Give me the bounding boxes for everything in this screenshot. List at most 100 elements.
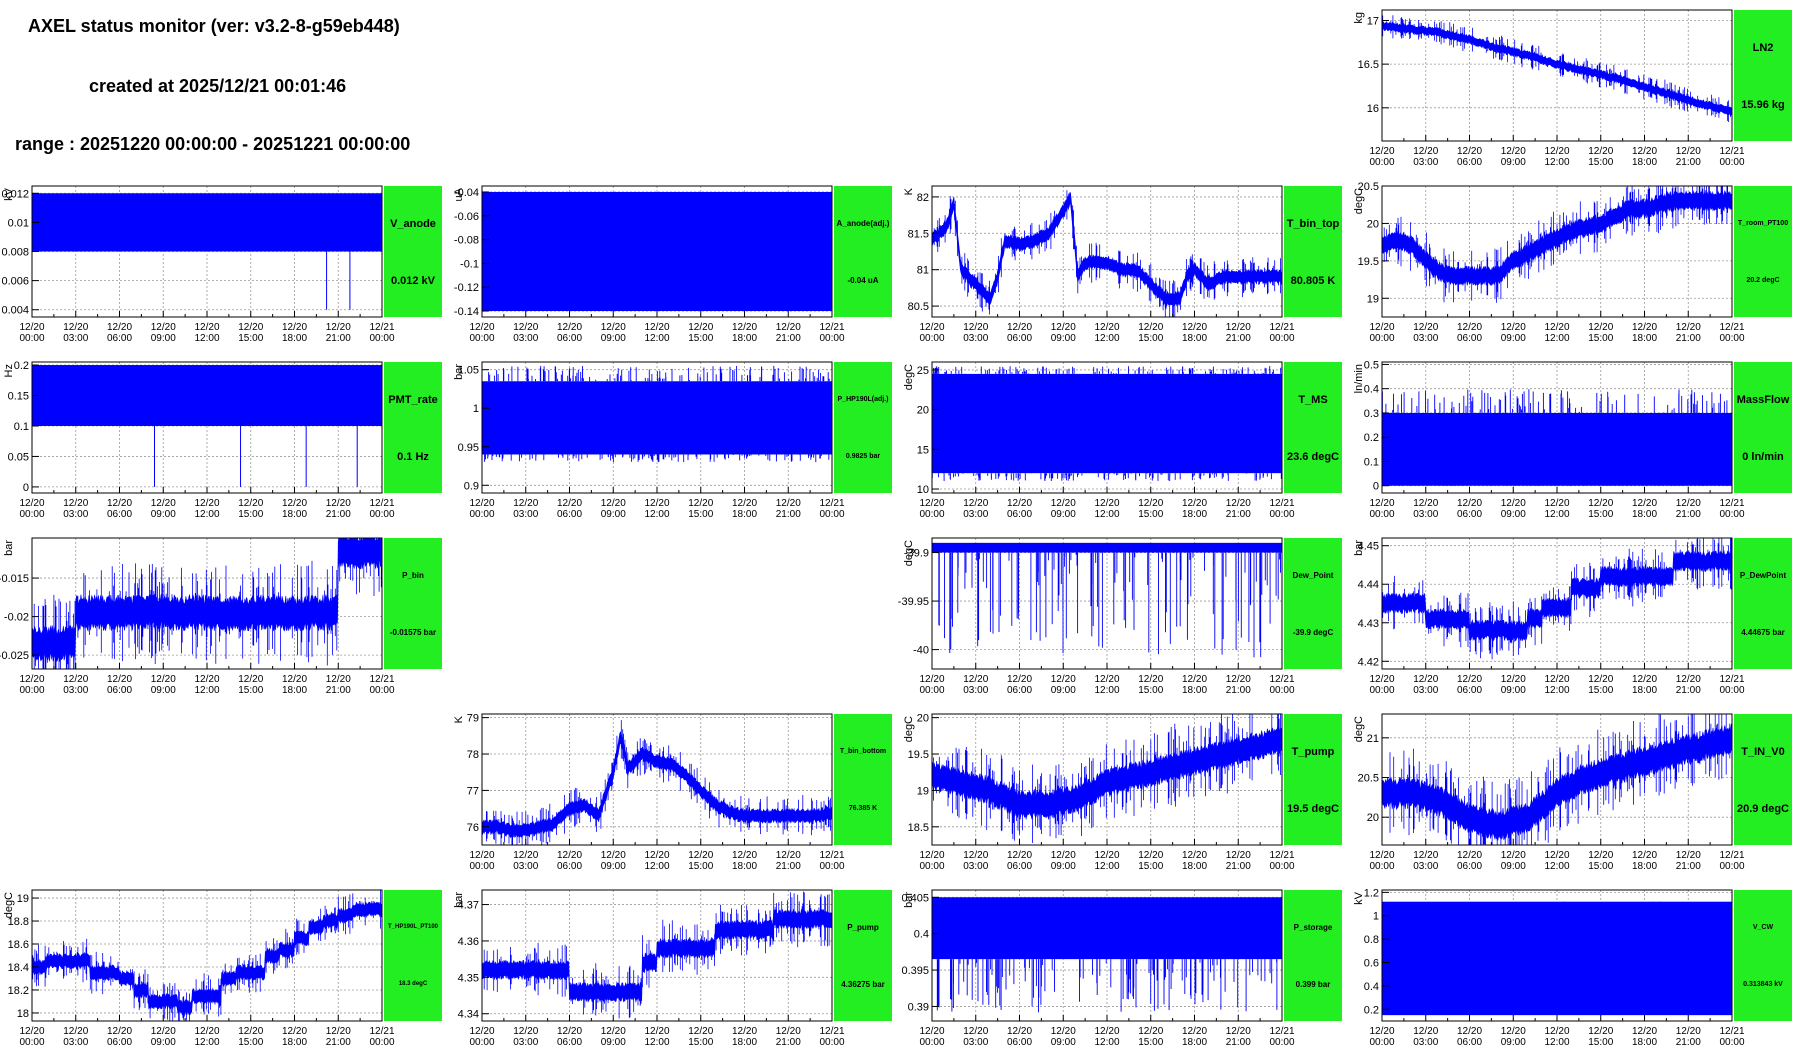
x-tick-date: 12/20 xyxy=(1007,850,1032,861)
x-tick-time: 06:00 xyxy=(557,861,582,872)
y-tick-label: 20 xyxy=(917,405,929,417)
x-tick-date: 12/20 xyxy=(107,322,132,333)
x-tick-time: 15:00 xyxy=(1138,685,1163,696)
x-tick-time: 09:00 xyxy=(1051,861,1076,872)
y-axis-label: degC xyxy=(1353,188,1365,214)
y-tick-label: 20 xyxy=(1367,218,1379,230)
badge-name: P_DewPoint xyxy=(1739,571,1787,580)
x-tick-time: 15:00 xyxy=(1588,861,1613,872)
y-tick-label: 21 xyxy=(1367,733,1379,745)
x-tick-date: 12/21 xyxy=(369,1026,394,1037)
chart-svg-v_anode: 12/2000:0012/2003:0012/2006:0012/2009:00… xyxy=(1,185,395,344)
x-tick-date: 12/20 xyxy=(238,674,263,685)
x-tick-date: 12/20 xyxy=(601,498,626,509)
x-tick-date: 12/20 xyxy=(1369,850,1394,861)
badge-value: 0.313843 kV xyxy=(1743,980,1783,988)
x-tick-date: 12/20 xyxy=(1457,1026,1482,1037)
x-tick-time: 12:00 xyxy=(1544,509,1569,520)
badge-name: A_anode(adj.) xyxy=(836,219,890,228)
x-tick-time: 06:00 xyxy=(1457,861,1482,872)
y-tick-label: 4.35 xyxy=(458,972,479,984)
x-tick-time: 12:00 xyxy=(644,333,669,344)
x-tick-date: 12/20 xyxy=(644,850,669,861)
x-tick-time: 03:00 xyxy=(63,509,88,520)
x-tick-time: 09:00 xyxy=(1501,157,1526,168)
y-tick-label: 1 xyxy=(473,403,479,415)
x-tick-time: 00:00 xyxy=(469,1037,494,1048)
x-tick-date: 12/20 xyxy=(776,498,801,509)
badge-value: -0.04 uA xyxy=(847,276,879,285)
data-band xyxy=(932,542,1282,553)
data-noise xyxy=(931,366,1282,481)
badge-value: 4.44675 bar xyxy=(1741,628,1785,637)
x-tick-date: 12/20 xyxy=(1007,322,1032,333)
x-tick-time: 21:00 xyxy=(1226,685,1251,696)
x-tick-date: 12/20 xyxy=(1501,322,1526,333)
y-tick-label: 0.4 xyxy=(1364,384,1379,396)
x-tick-date: 12/20 xyxy=(282,498,307,509)
y-tick-label: 0.006 xyxy=(1,276,29,288)
y-tick-label: 0.39 xyxy=(908,1001,929,1013)
x-tick-time: 00:00 xyxy=(1269,333,1294,344)
data-band xyxy=(32,365,382,426)
x-tick-date: 12/20 xyxy=(1226,1026,1251,1037)
x-tick-time: 15:00 xyxy=(1138,1037,1163,1048)
x-tick-time: 00:00 xyxy=(1369,1037,1394,1048)
x-tick-date: 12/20 xyxy=(1632,674,1657,685)
x-tick-time: 09:00 xyxy=(601,509,626,520)
x-tick-time: 09:00 xyxy=(601,1037,626,1048)
x-tick-date: 12/20 xyxy=(644,322,669,333)
x-tick-time: 09:00 xyxy=(601,333,626,344)
x-tick-time: 06:00 xyxy=(1457,509,1482,520)
x-tick-time: 15:00 xyxy=(1138,861,1163,872)
x-tick-time: 03:00 xyxy=(513,861,538,872)
x-tick-date: 12/20 xyxy=(107,1026,132,1037)
x-tick-time: 03:00 xyxy=(1413,861,1438,872)
x-tick-time: 03:00 xyxy=(63,685,88,696)
x-tick-time: 00:00 xyxy=(469,509,494,520)
x-tick-date: 12/20 xyxy=(1457,498,1482,509)
x-tick-time: 03:00 xyxy=(1413,509,1438,520)
x-tick-time: 15:00 xyxy=(1138,509,1163,520)
x-tick-date: 12/20 xyxy=(1457,146,1482,157)
y-tick-label: 4.34 xyxy=(458,1009,479,1021)
chart-svg-massflow: 12/2000:0012/2003:0012/2006:0012/2009:00… xyxy=(1353,359,1745,520)
data-noise xyxy=(936,959,1278,1013)
x-tick-time: 06:00 xyxy=(107,685,132,696)
x-tick-date: 12/20 xyxy=(1094,498,1119,509)
x-tick-date: 12/20 xyxy=(1138,1026,1163,1037)
x-tick-time: 15:00 xyxy=(688,861,713,872)
x-tick-date: 12/20 xyxy=(194,674,219,685)
x-tick-time: 00:00 xyxy=(469,861,494,872)
x-tick-date: 12/20 xyxy=(326,1026,351,1037)
x-tick-date: 12/20 xyxy=(107,674,132,685)
badge-name: T_room_PT100 xyxy=(1737,219,1789,227)
x-tick-time: 03:00 xyxy=(1413,1037,1438,1048)
x-tick-date: 12/21 xyxy=(1269,674,1294,685)
chart-svg-p_hp190l: 12/2000:0012/2003:0012/2006:0012/2009:00… xyxy=(453,361,845,520)
data-noise xyxy=(938,552,1281,658)
chart-panel-v_anode: 12/20 00:00 12/20 03:00 12/20 06:00 12/20 09:00… xyxy=(0,184,442,349)
x-tick-date: 12/20 xyxy=(1588,322,1613,333)
x-tick-time: 00:00 xyxy=(1719,509,1744,520)
x-tick-time: 21:00 xyxy=(1676,333,1701,344)
data-hairs xyxy=(1382,538,1732,660)
x-tick-date: 12/21 xyxy=(1269,850,1294,861)
badge-value: 0.012 kV xyxy=(390,274,436,287)
status-badge-v_cw: V_CW 0.313843 kV xyxy=(1734,890,1792,1021)
chart-svg-pmt_rate: 12/2000:0012/2003:0012/2006:0012/2009:00… xyxy=(3,360,395,520)
x-tick-time: 03:00 xyxy=(63,333,88,344)
x-tick-date: 12/20 xyxy=(238,322,263,333)
x-tick-time: 09:00 xyxy=(1051,1037,1076,1048)
x-tick-time: 06:00 xyxy=(107,333,132,344)
series-p_hp190l xyxy=(482,365,832,463)
x-tick-date: 12/20 xyxy=(1544,850,1569,861)
y-axis-label: kV xyxy=(1353,891,1365,905)
x-tick-date: 12/20 xyxy=(644,1026,669,1037)
badge-value: 20.9 degC xyxy=(1737,802,1789,815)
x-tick-date: 12/20 xyxy=(1588,146,1613,157)
x-tick-time: 00:00 xyxy=(19,509,44,520)
x-tick-date: 12/20 xyxy=(776,322,801,333)
x-tick-time: 09:00 xyxy=(1501,861,1526,872)
x-tick-date: 12/21 xyxy=(819,498,844,509)
